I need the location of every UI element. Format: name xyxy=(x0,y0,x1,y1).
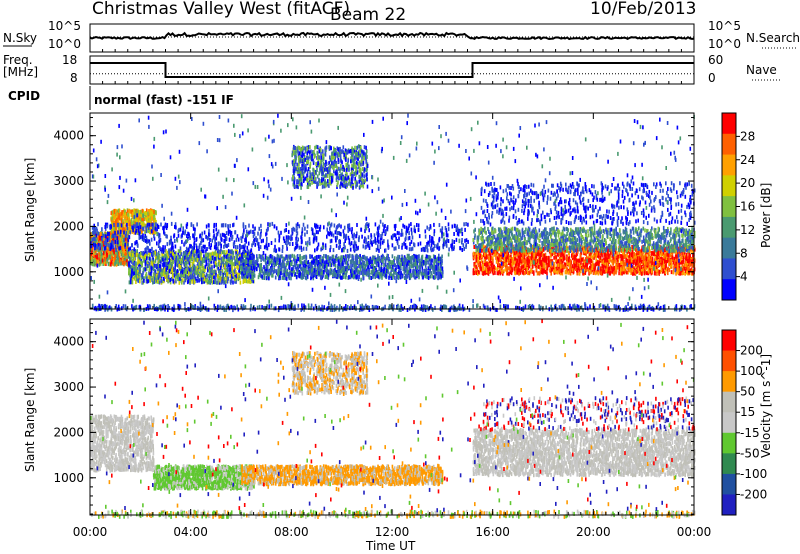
colorbar-swatch xyxy=(722,155,736,176)
colorbar-swatch xyxy=(722,238,736,259)
colorbar-swatch xyxy=(722,330,736,351)
colorbar-swatch xyxy=(722,371,736,392)
nsearch-label: N.Search xyxy=(746,31,800,45)
colorbar-swatch xyxy=(722,279,736,300)
y-tick-label: 2000 xyxy=(53,219,84,233)
colorbar-tick-label: -50 xyxy=(740,446,760,460)
power-colorbar: 28 24 20 16 12 8 4 xyxy=(722,113,755,301)
nave-tick-bottom: 0 xyxy=(708,71,716,85)
colorbar-tick-label: 50 xyxy=(740,385,755,399)
colorbar-tick-label: -100 xyxy=(740,467,767,481)
nsearch-tick-top: 10^5 xyxy=(708,19,741,33)
freq-series xyxy=(90,63,694,77)
colorbar-swatch xyxy=(722,217,736,238)
x-tick-label: 04:00 xyxy=(173,525,208,539)
colorbar-tick-label: 15 xyxy=(740,405,755,419)
y-tick-label: 3000 xyxy=(53,380,84,394)
colorbar-tick-label: 28 xyxy=(740,129,755,143)
freq-unit-label: [MHz] xyxy=(3,65,38,79)
cpid-value: normal (fast) -151 IF xyxy=(94,93,234,107)
colorbar-tick-label: 4 xyxy=(740,270,748,284)
colorbar-tick-label: -200 xyxy=(740,487,767,501)
x-tick-label: 00:00 xyxy=(677,525,712,539)
x-tick-label: 00:00 xyxy=(73,525,108,539)
y-tick-label: 1000 xyxy=(53,471,84,485)
x-tick-label: 20:00 xyxy=(576,525,611,539)
colorbar-tick-label: 8 xyxy=(740,246,748,260)
y-tick-label: 4000 xyxy=(53,335,84,349)
colorbar-swatch xyxy=(722,453,736,474)
freq-tick-bottom: 8 xyxy=(70,71,78,85)
nsky-panel: N.Sky 10^5 10^0 10^5 10^0 N.Search xyxy=(3,19,800,52)
x-axis-label: Time UT xyxy=(365,539,416,553)
x-tick-label: 08:00 xyxy=(274,525,309,539)
velocity-ylabel: Slant Range [km] xyxy=(23,368,37,472)
colorbar-swatch xyxy=(722,474,736,495)
colorbar-swatch xyxy=(722,196,736,217)
freq-panel: Freq. [MHz] 18 8 60 0 Nave xyxy=(3,53,780,85)
nsky-label: N.Sky xyxy=(3,31,37,45)
power-panel: 1000 2000 3000 4000 Slant Range [km] 28 24 20… xyxy=(23,113,773,312)
power-colorbar-label: Power [dB] xyxy=(759,183,773,248)
colorbar-swatch xyxy=(722,175,736,196)
colorbar-swatch xyxy=(722,258,736,279)
nave-tick-top: 60 xyxy=(708,53,723,67)
colorbar-swatch xyxy=(722,113,736,134)
cpid-label: CPID xyxy=(8,89,40,103)
y-tick-label: 4000 xyxy=(53,129,84,143)
velocity-colorbar-label: Velocity [m s^-1] xyxy=(759,354,773,458)
nsky-series xyxy=(90,33,694,39)
colorbar-tick-label: -15 xyxy=(740,426,760,440)
y-tick-label: 3000 xyxy=(53,174,84,188)
y-tick-label: 2000 xyxy=(53,425,84,439)
colorbar-tick-label: 24 xyxy=(740,153,755,167)
freq-frame xyxy=(90,56,694,84)
station-title: Christmas Valley West (fitACF) xyxy=(92,0,350,19)
colorbar-swatch xyxy=(722,351,736,372)
colorbar-tick-label: 16 xyxy=(740,200,755,214)
nsearch-tick-bottom: 10^0 xyxy=(708,37,741,51)
colorbar-swatch xyxy=(722,392,736,413)
freq-tick-top: 18 xyxy=(62,53,77,67)
colorbar-swatch xyxy=(722,412,736,433)
x-tick-label: 16:00 xyxy=(475,525,510,539)
y-tick-label: 1000 xyxy=(53,265,84,279)
colorbar-tick-label: 12 xyxy=(740,223,755,237)
beam-title: Beam 22 xyxy=(330,5,406,25)
nsky-tick-top: 10^5 xyxy=(48,19,81,33)
colorbar-tick-label: 20 xyxy=(740,176,755,190)
colorbar-swatch xyxy=(722,433,736,454)
x-tick-label: 12:00 xyxy=(375,525,410,539)
power-ylabel: Slant Range [km] xyxy=(23,158,37,262)
date-title: 10/Feb/2013 xyxy=(590,0,696,19)
nave-label: Nave xyxy=(746,63,777,77)
nsky-tick-bottom: 10^0 xyxy=(48,37,81,51)
colorbar-swatch xyxy=(722,134,736,155)
colorbar-swatch xyxy=(722,494,736,515)
